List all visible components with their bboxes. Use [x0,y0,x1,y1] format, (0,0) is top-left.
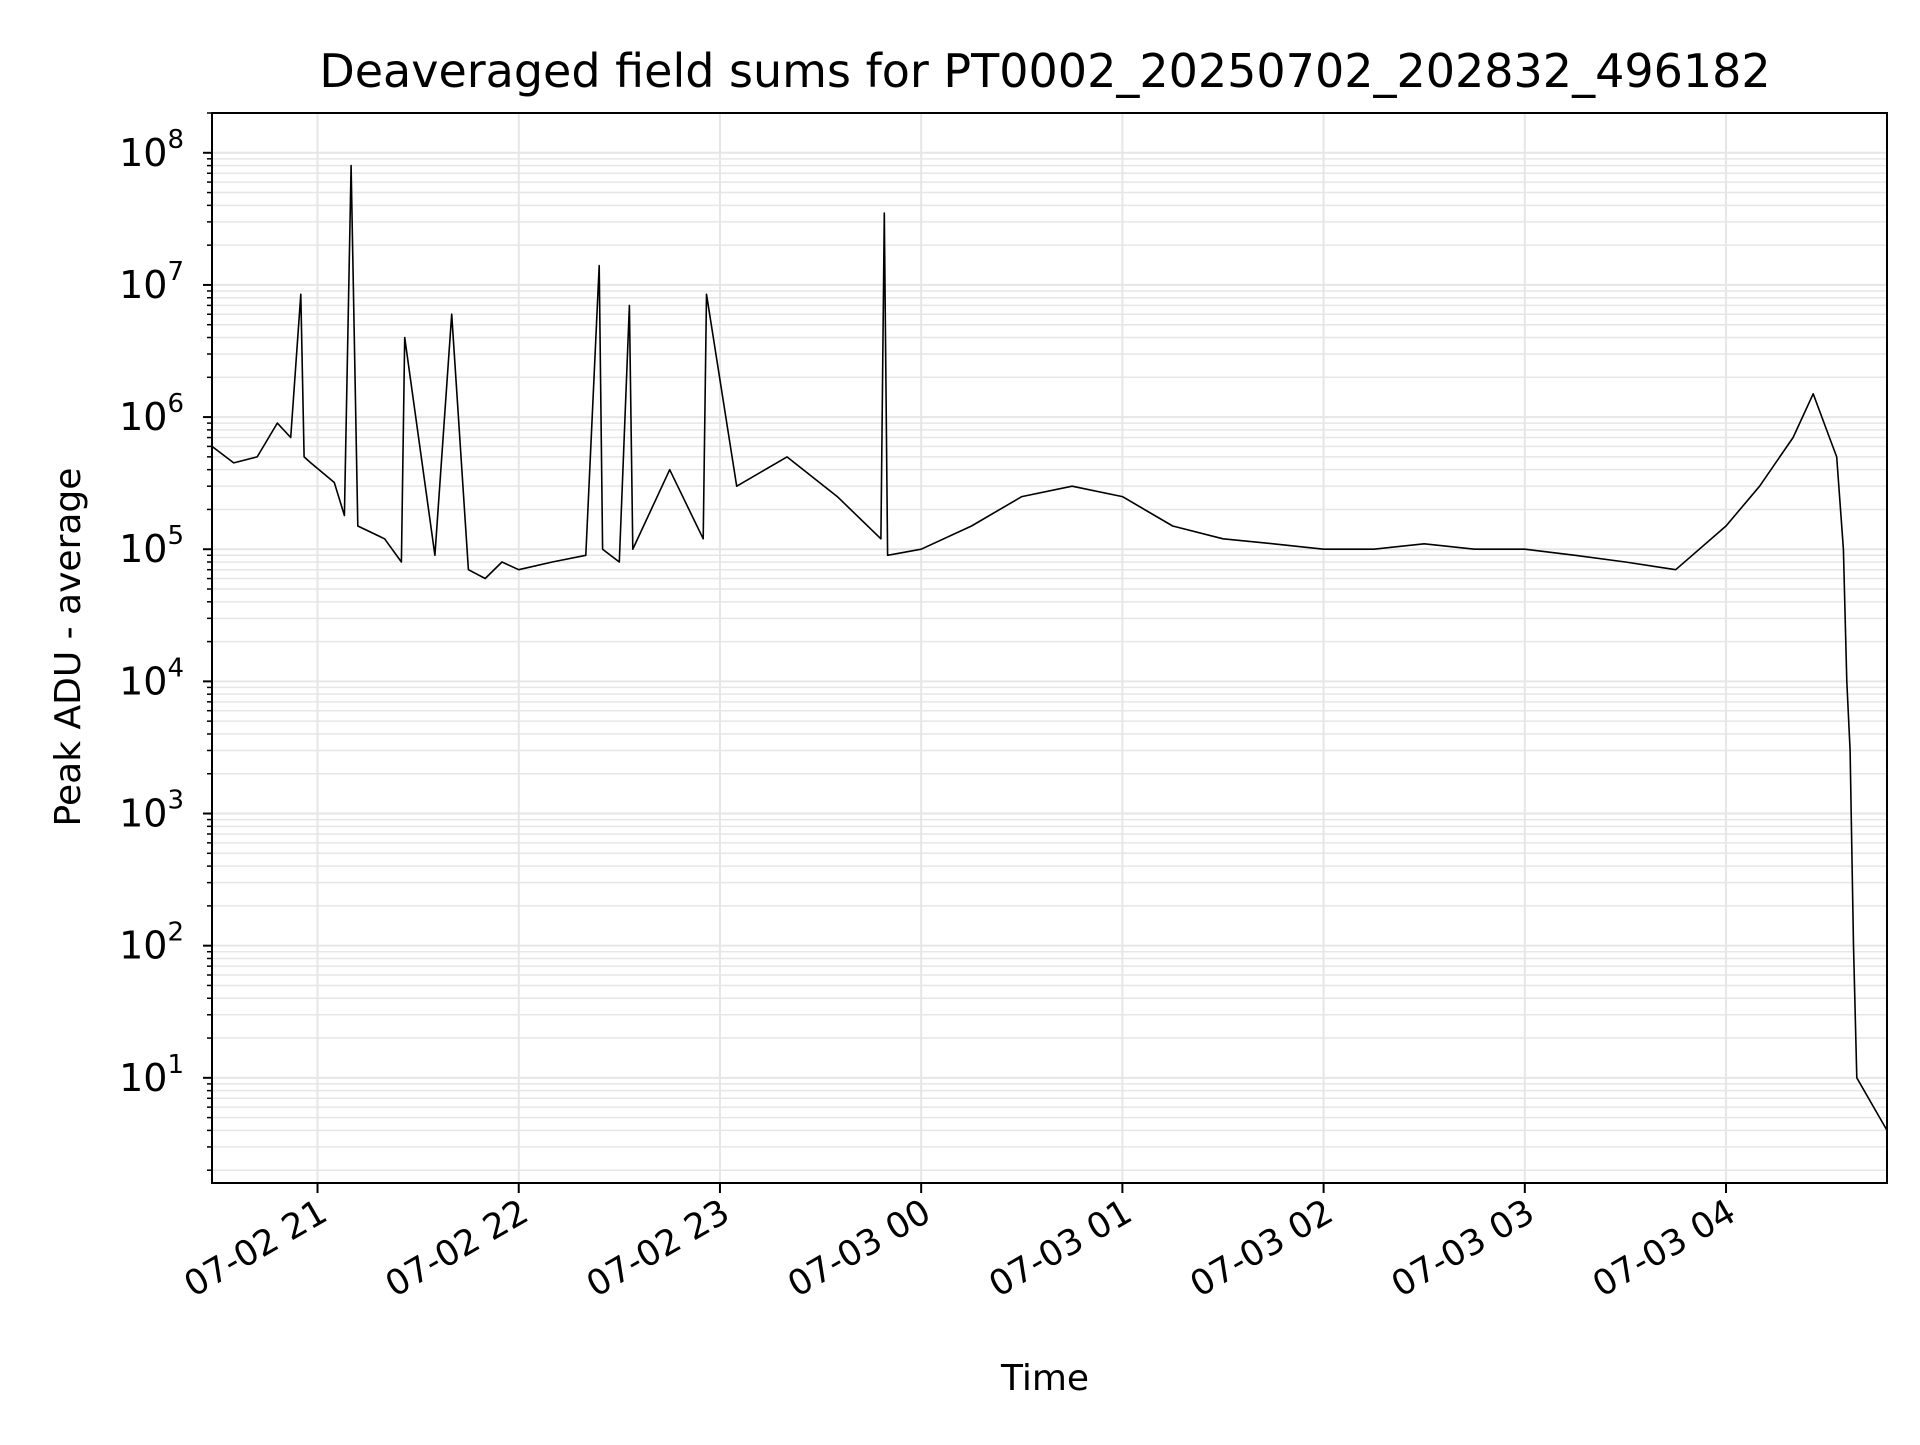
y-tick-label: 107 [119,257,184,307]
y-tick-label: 105 [119,521,184,571]
chart-title: Deaveraged field sums for PT0002_2025070… [319,44,1770,98]
y-tick-label: 108 [119,125,184,175]
y-tick-label: 106 [119,389,184,439]
series-line [211,164,1888,1131]
x-axis-label: Time [1000,1358,1089,1399]
series-layer [211,164,1888,1131]
plot-frame [211,112,1888,1184]
y-tick-label: 104 [119,653,184,703]
y-axis-label: Peak ADU - average [48,468,89,827]
y-tick-label: 103 [119,786,184,836]
y-tick-label: 102 [119,918,184,968]
grid [212,112,1887,1183]
y-tick-label: 101 [119,1050,184,1100]
